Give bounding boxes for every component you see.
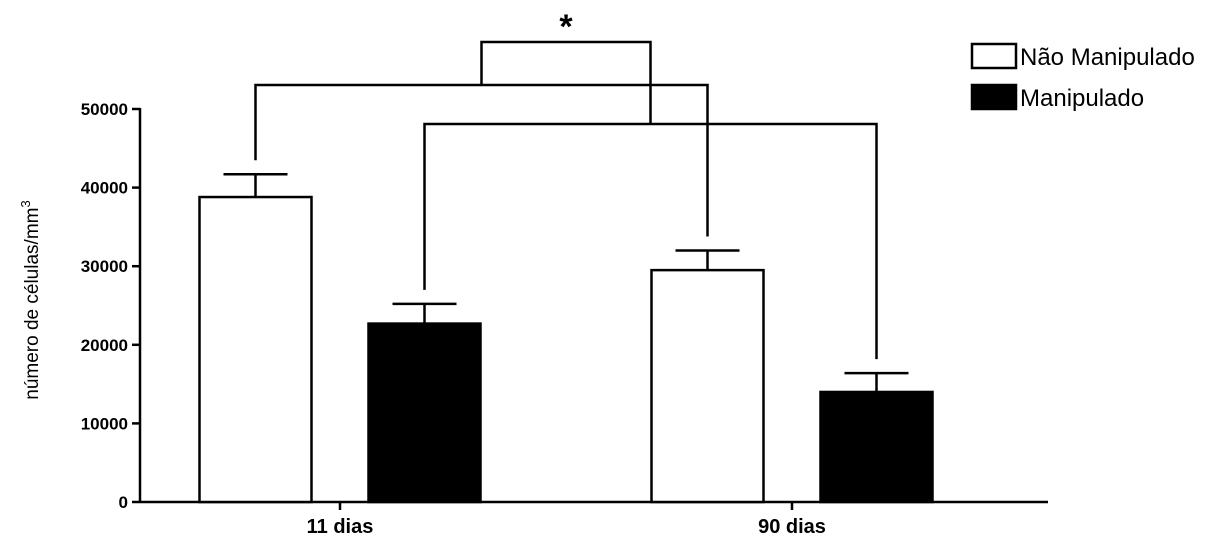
legend-swatch (970, 42, 1018, 70)
x-tick-label: 11 dias (307, 516, 374, 538)
x-tick-label: 90 dias (758, 516, 826, 538)
bars (198, 195, 934, 504)
significance-brackets: * (254, 8, 878, 360)
y-tick-label: 10000 (81, 414, 128, 433)
legend-label: Manipulado (1020, 85, 1144, 112)
bar (198, 195, 313, 504)
significance-bracket (254, 83, 709, 237)
legend-swatch (970, 83, 1018, 111)
significance-asterisk: * (559, 8, 573, 46)
y-tick-label: 0 (119, 493, 128, 512)
y-tick-label: 50000 (81, 100, 128, 119)
axes: 0 10000 20000 30000 40000 50000 11 dias 90 dias (81, 100, 1048, 538)
bar (367, 322, 482, 504)
y-tick-label: 30000 (81, 257, 128, 276)
significance-bracket-overall (480, 40, 652, 124)
bar (819, 390, 934, 504)
legend-label: Não Manipulado (1020, 44, 1195, 71)
y-axis-label: número de células/mm3 (18, 200, 43, 399)
error-bars (223, 172, 909, 392)
legend: Não Manipulado Manipulado (970, 42, 1195, 112)
bar (650, 268, 765, 504)
y-tick-label: 40000 (81, 179, 128, 198)
y-tick-label: 20000 (81, 336, 128, 355)
